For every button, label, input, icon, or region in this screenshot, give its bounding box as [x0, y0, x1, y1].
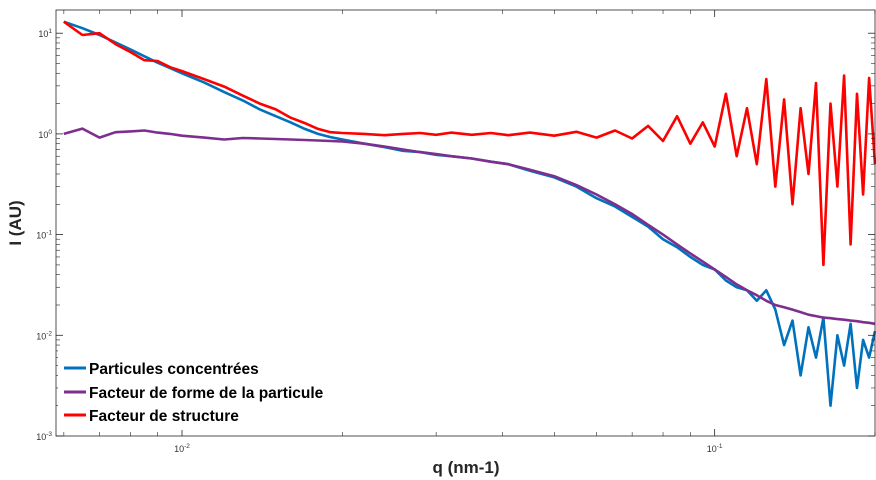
y-tick-label: 101 — [38, 28, 52, 39]
x-tick-label: 10-1 — [707, 443, 723, 454]
legend-label-concentrees: Particules concentrées — [89, 361, 259, 378]
y-tick-label: 10-1 — [36, 230, 52, 241]
tick-layer: 10-2 10-1 10-3 10-2 10-1 100 101 — [36, 10, 876, 454]
series-layer — [63, 20, 876, 407]
x-tick-label: 10-2 — [174, 443, 190, 454]
y-tick-label: 10-2 — [36, 330, 52, 341]
legend-label-structure: Facteur de structure — [89, 408, 239, 425]
legend-box — [58, 346, 418, 430]
y-axis-title: I (AU) — [6, 200, 25, 245]
x-axis-title: q (nm-1) — [432, 458, 499, 477]
series-line-2 — [63, 20, 876, 267]
plot-frame — [55, 9, 876, 437]
legend-label-forme: Facteur de forme de la particule — [89, 385, 324, 402]
series-line-1 — [63, 127, 876, 326]
y-tick-label: 100 — [38, 129, 52, 140]
legend: Particules concentrées Facteur de forme … — [58, 346, 418, 430]
y-tick-label: 10-3 — [36, 431, 52, 442]
